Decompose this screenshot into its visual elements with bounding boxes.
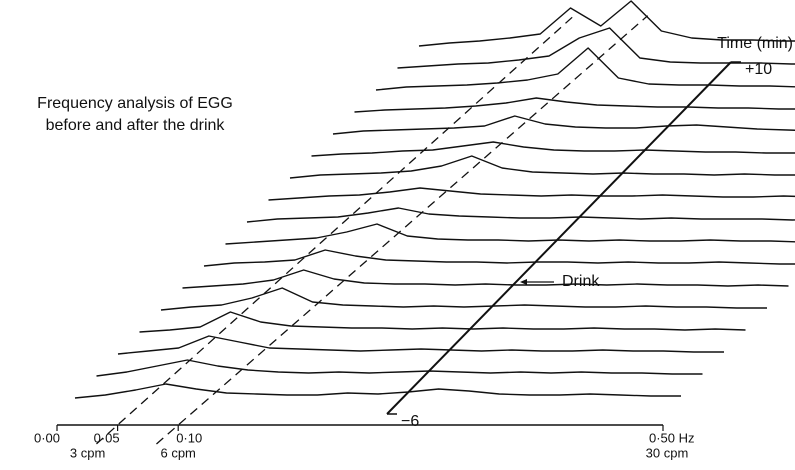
x-tick-label: 0·05 xyxy=(94,430,120,445)
x-tick-label: 0·00 xyxy=(34,430,60,445)
spectrum-trace xyxy=(397,27,795,69)
spectrum-trace xyxy=(354,97,795,113)
guide-line xyxy=(96,15,575,445)
spectrum-trace xyxy=(139,311,746,333)
drink-label: Drink xyxy=(562,273,600,290)
guide-line xyxy=(156,15,649,445)
t-tick-label: +10 xyxy=(745,61,772,78)
drink-arrowhead xyxy=(520,279,527,285)
x-tick2-label: 30 cpm xyxy=(646,445,689,460)
spectrum-trace xyxy=(160,287,767,311)
spectrum-trace xyxy=(117,335,724,355)
chart-title: Frequency analysis of EGG xyxy=(37,95,233,112)
x-tick-label: 0·10 xyxy=(176,430,202,445)
spectrum-trace xyxy=(225,223,795,245)
spectrum-trace xyxy=(268,187,795,201)
spectrum-trace xyxy=(246,207,795,223)
x-tick-label: 0·50 Hz xyxy=(649,430,695,445)
spectrum-trace xyxy=(203,249,795,267)
spectrum-trace xyxy=(96,359,703,377)
spectrum-trace xyxy=(289,155,795,179)
spectrum-trace xyxy=(332,115,795,135)
spectrum-trace xyxy=(375,47,795,91)
time-axis xyxy=(386,61,732,415)
spectrum-trace xyxy=(418,0,795,47)
spectrum-trace xyxy=(74,383,681,399)
x-tick2-label: 6 cpm xyxy=(160,445,195,460)
time-axis-label: Time (min) xyxy=(717,35,793,52)
spectrum-trace xyxy=(182,269,789,289)
t-tick-label: −6 xyxy=(401,413,419,430)
chart-subtitle: before and after the drink xyxy=(46,117,226,134)
x-tick2-label: 3 cpm xyxy=(70,445,105,460)
spectrum-trace xyxy=(311,141,795,157)
